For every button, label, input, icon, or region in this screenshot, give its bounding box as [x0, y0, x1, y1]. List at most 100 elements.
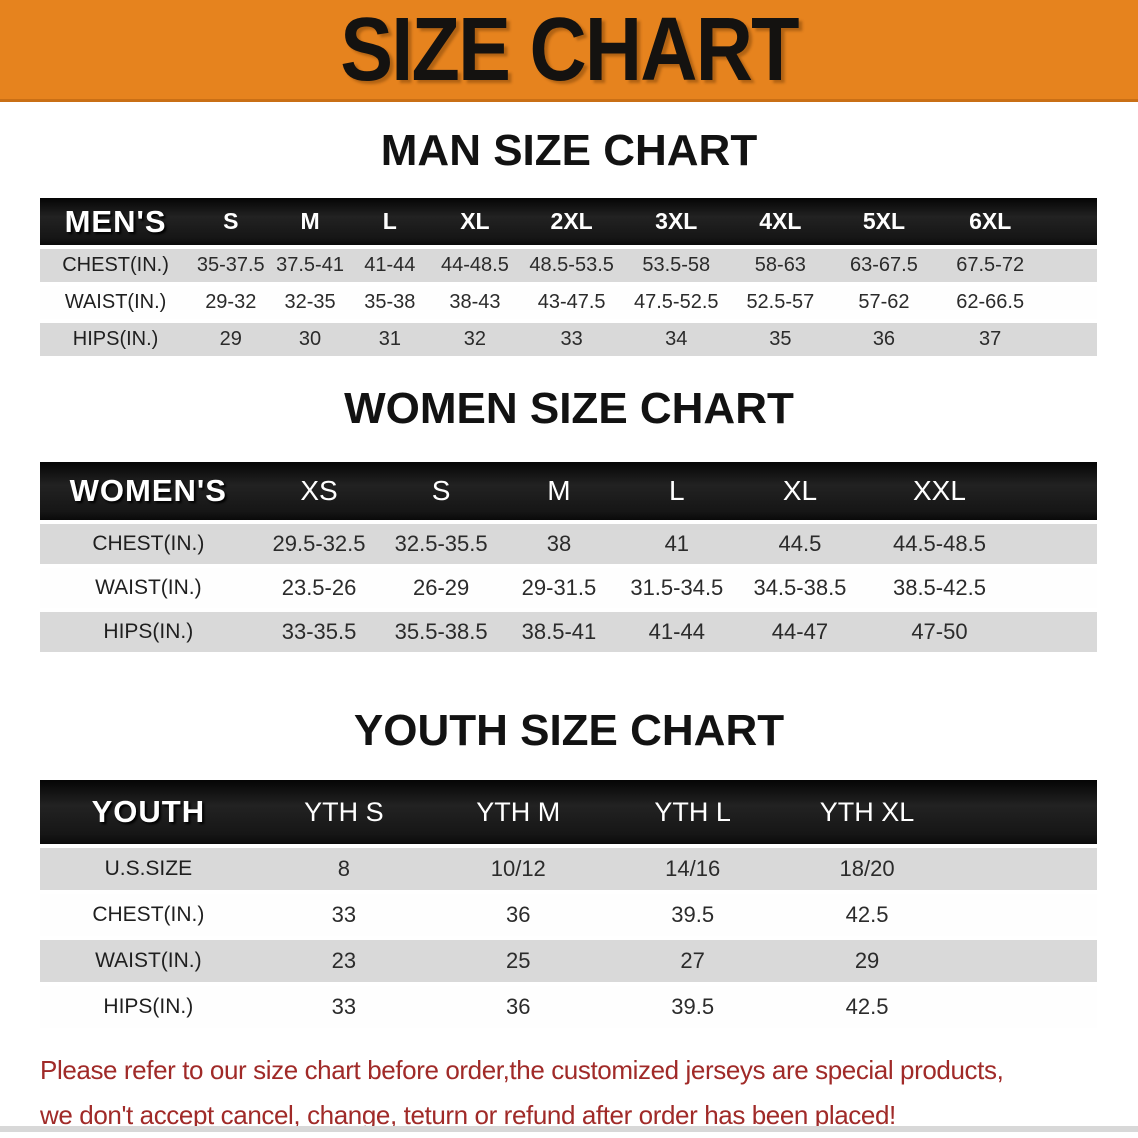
men-hips-row: HIPS(IN.) 29 30 31 32 33 34 35 36 37 [40, 323, 1097, 356]
row-label: HIPS(IN.) [40, 986, 257, 1028]
cell: 35-38 [349, 286, 430, 319]
cell: 29-31.5 [500, 568, 618, 608]
women-column-header: L [617, 462, 737, 520]
cell: 32-35 [270, 286, 350, 319]
women-section-heading: WOMEN SIZE CHART [344, 384, 794, 433]
cell: 38 [500, 524, 618, 564]
cell: 47-50 [863, 612, 1016, 652]
cell: 23 [256, 940, 432, 982]
cell: 58-63 [729, 249, 832, 282]
cell: 39.5 [605, 894, 780, 936]
spacer-cell [954, 940, 1097, 982]
women-table-header-row: WOMEN'S XS S M L XL XXL [40, 462, 1097, 520]
women-chest-row: CHEST(IN.) 29.5-32.5 32.5-35.5 38 41 44.… [40, 524, 1097, 564]
women-hips-row: HIPS(IN.) 33-35.5 35.5-38.5 38.5-41 41-4… [40, 612, 1097, 652]
cell: 26-29 [381, 568, 501, 608]
row-label: HIPS(IN.) [40, 612, 257, 652]
spacer-cell [954, 986, 1097, 1028]
cell: 57-62 [831, 286, 937, 319]
cell: 44.5-48.5 [863, 524, 1016, 564]
cell: 27 [605, 940, 780, 982]
row-label: CHEST(IN.) [40, 249, 192, 282]
youth-column-header: YTH L [605, 780, 780, 844]
men-column-header: 2XL [519, 198, 624, 245]
spacer-cell [954, 894, 1097, 936]
spacer-cell [1044, 286, 1097, 319]
men-column-header: XL [430, 198, 520, 245]
cell: 32 [430, 323, 520, 356]
women-column-header: S [381, 462, 501, 520]
cell: 48.5-53.5 [519, 249, 624, 282]
women-column-header: M [500, 462, 618, 520]
men-column-header: 5XL [831, 198, 937, 245]
men-size-table: MEN'S S M L XL 2XL 3XL 4XL 5XL 6XL CHEST… [40, 194, 1097, 360]
cell: 29.5-32.5 [256, 524, 382, 564]
cell: 10/12 [431, 848, 606, 890]
men-column-header: 3XL [623, 198, 730, 245]
cell: 36 [831, 323, 937, 356]
disclaimer-text: Please refer to our size chart before or… [0, 1048, 1138, 1138]
cell: 29 [191, 323, 271, 356]
youth-column-header: YTH XL [779, 780, 955, 844]
youth-size-table: YOUTH YTH S YTH M YTH L YTH XL U.S.SIZE … [40, 776, 1097, 1032]
cell: 38-43 [430, 286, 520, 319]
cell: 33 [256, 894, 432, 936]
youth-hips-row: HIPS(IN.) 33 36 39.5 42.5 [40, 986, 1097, 1028]
cell: 36 [431, 986, 606, 1028]
cell: 33-35.5 [256, 612, 382, 652]
men-column-header: 6XL [936, 198, 1045, 245]
cell: 41 [617, 524, 737, 564]
cell: 33 [256, 986, 432, 1028]
cell: 44-47 [736, 612, 864, 652]
cell: 31.5-34.5 [617, 568, 737, 608]
cell: 38.5-42.5 [863, 568, 1016, 608]
spacer-cell [1015, 524, 1097, 564]
cell: 62-66.5 [936, 286, 1045, 319]
cell: 14/16 [605, 848, 780, 890]
cell: 44.5 [736, 524, 864, 564]
man-section-heading: MAN SIZE CHART [380, 126, 758, 175]
cell: 63-67.5 [831, 249, 937, 282]
women-column-header: XS [256, 462, 382, 520]
women-column-header: XXL [863, 462, 1016, 520]
cell: 36 [431, 894, 606, 936]
youth-section-heading: YOUTH SIZE CHART [353, 706, 785, 755]
cell: 25 [431, 940, 606, 982]
spacer-cell [1015, 568, 1097, 608]
cell: 44-48.5 [430, 249, 520, 282]
row-label: HIPS(IN.) [40, 323, 192, 356]
cell: 38.5-41 [500, 612, 618, 652]
cell: 34 [623, 323, 730, 356]
cell: 35-37.5 [191, 249, 271, 282]
cell: 33 [519, 323, 624, 356]
spacer-cell [954, 780, 1097, 844]
cell: 32.5-35.5 [381, 524, 501, 564]
men-column-header: S [191, 198, 271, 245]
cell: 39.5 [605, 986, 780, 1028]
youth-column-header: YTH M [431, 780, 606, 844]
cell: 35 [729, 323, 832, 356]
men-chest-row: CHEST(IN.) 35-37.5 37.5-41 41-44 44-48.5… [40, 249, 1097, 282]
women-column-header: XL [736, 462, 864, 520]
cell: 37.5-41 [270, 249, 350, 282]
youth-table-header-row: YOUTH YTH S YTH M YTH L YTH XL [40, 780, 1097, 844]
women-corner-label: WOMEN'S [40, 462, 257, 520]
row-label: CHEST(IN.) [40, 524, 257, 564]
youth-chest-row: CHEST(IN.) 33 36 39.5 42.5 [40, 894, 1097, 936]
men-column-header: 4XL [729, 198, 832, 245]
size-chart-banner: SIZE CHART [0, 0, 1138, 102]
youth-corner-label: YOUTH [40, 780, 257, 844]
disclaimer-line-2: we don't accept cancel, change, teturn o… [40, 1100, 896, 1130]
cell: 52.5-57 [729, 286, 832, 319]
spacer-cell [1015, 612, 1097, 652]
cell: 23.5-26 [256, 568, 382, 608]
spacer-cell [1044, 249, 1097, 282]
men-column-header: M [270, 198, 350, 245]
spacer-cell [1044, 198, 1097, 245]
youth-waist-row: WAIST(IN.) 23 25 27 29 [40, 940, 1097, 982]
banner-title: SIZE CHART [340, 0, 799, 100]
cell: 53.5-58 [623, 249, 730, 282]
cell: 31 [349, 323, 430, 356]
cell: 29 [779, 940, 955, 982]
cell: 41-44 [617, 612, 737, 652]
